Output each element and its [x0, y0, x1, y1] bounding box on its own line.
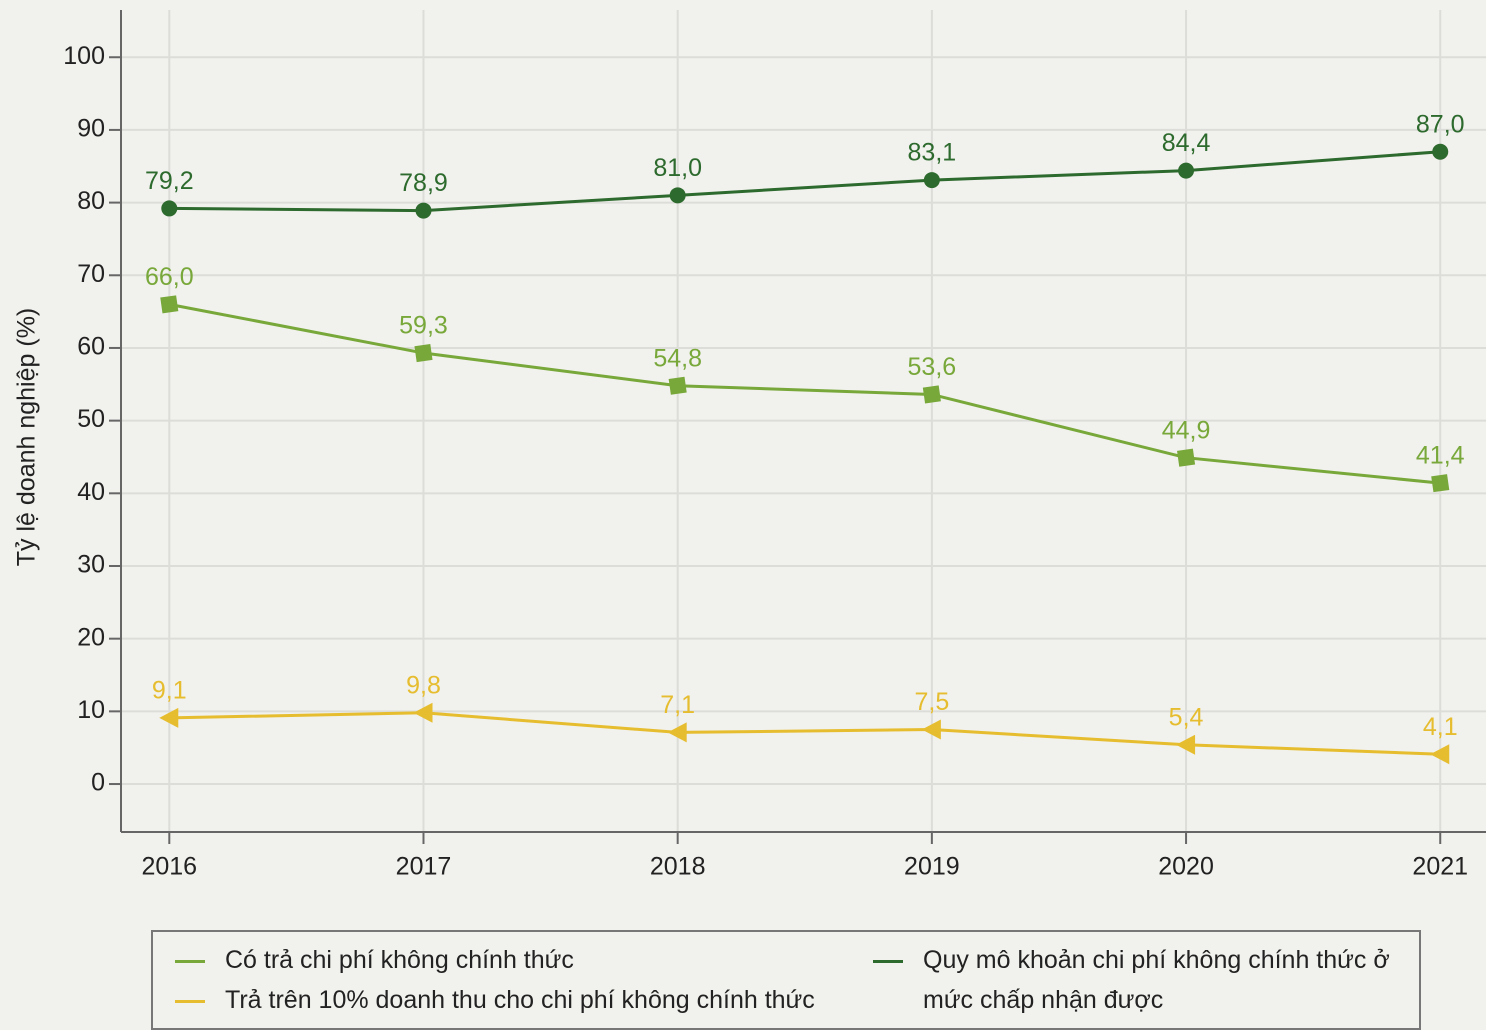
y-tick-label: 80	[77, 187, 105, 215]
data-label: 5,4	[1169, 703, 1204, 731]
series-line	[169, 711, 1441, 756]
chart: Tỷ lệ doanh nghiệp (%) 0 10 20 30 40 50 60 70 80…	[13, 10, 1486, 881]
legend-label: Có trả chi phí không chính thức	[225, 946, 574, 974]
y-tick-label: 30	[77, 551, 105, 579]
data-label: 83,1	[908, 139, 957, 167]
data-label: 9,8	[406, 671, 441, 699]
y-tick-label: 50	[77, 405, 105, 433]
x-tick-label: 2021	[1412, 853, 1468, 881]
legend-swatch	[175, 960, 205, 963]
legend-label: Quy mô khoản chi phí không chính thức ở …	[923, 946, 1390, 1014]
point	[160, 295, 179, 314]
x-tick-label: 2020	[1158, 853, 1214, 881]
data-label: 66,0	[145, 263, 194, 291]
data-label: 78,9	[399, 169, 448, 197]
point	[1178, 162, 1195, 179]
point	[922, 385, 941, 404]
point	[413, 702, 433, 723]
data-label: 9,1	[152, 677, 187, 705]
x-tick-label: 2018	[650, 853, 706, 881]
point	[669, 187, 686, 204]
y-tick-label: 60	[77, 333, 105, 361]
series-line	[169, 150, 1441, 213]
point	[668, 376, 687, 395]
x-tick-label: 2016	[141, 853, 197, 881]
point	[1176, 734, 1196, 755]
data-label: 44,9	[1162, 416, 1211, 444]
point	[921, 719, 941, 740]
y-axis-label: Tỷ lệ doanh nghiệp (%)	[13, 308, 41, 566]
point	[414, 344, 433, 363]
legend-swatch	[873, 960, 903, 963]
x-tick-label: 2019	[904, 853, 960, 881]
legend: Có trả chi phí không chính thức Trả trên …	[151, 930, 1421, 1030]
point	[415, 202, 432, 219]
data-label: 7,1	[660, 691, 695, 719]
point	[159, 707, 179, 728]
x-tick-label: 2017	[396, 853, 452, 881]
y-tick-label: 40	[77, 478, 105, 506]
point	[1177, 448, 1196, 467]
y-tick-label: 100	[63, 42, 105, 70]
data-label: 4,1	[1423, 713, 1458, 741]
y-tick-label: 10	[77, 696, 105, 724]
data-label: 7,5	[914, 688, 949, 716]
point	[923, 172, 940, 189]
data-label: 79,2	[145, 167, 194, 195]
series-line	[169, 302, 1441, 485]
y-tick-label: 0	[91, 769, 105, 797]
legend-swatch	[175, 1000, 205, 1003]
data-label: 84,4	[1162, 129, 1211, 157]
y-tick-label: 70	[77, 260, 105, 288]
data-label: 59,3	[399, 312, 448, 340]
point	[667, 722, 687, 743]
data-label: 41,4	[1416, 442, 1465, 470]
y-tick-label: 90	[77, 115, 105, 143]
y-tick-label: 20	[77, 623, 105, 651]
point	[161, 200, 178, 217]
point	[1430, 744, 1450, 765]
legend-label: Trả trên 10% doanh thu cho chi phí không…	[225, 986, 815, 1014]
data-label: 54,8	[653, 344, 702, 372]
data-label: 87,0	[1416, 110, 1465, 138]
data-label: 81,0	[653, 154, 702, 182]
point	[1432, 143, 1449, 160]
data-label: 53,6	[908, 353, 957, 381]
point	[1431, 474, 1450, 493]
